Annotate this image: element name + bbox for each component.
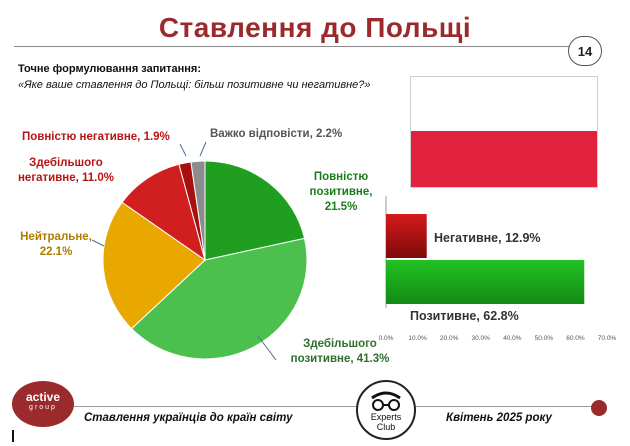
bar-x-tick-label: 50.0% [535,335,554,342]
bar-x-tick-label: 30.0% [471,335,490,342]
bar [386,260,585,304]
logo-top-text: active [25,390,61,404]
footer-subject: Ставлення українців до країн світу [84,412,293,424]
experts-club-text-1: Experts [370,412,402,422]
question-label: Точне формулювання запитання: [18,63,202,75]
logo-bottom-text: group [29,404,57,411]
pie-leader-line [91,239,105,247]
footer-divider [14,406,604,407]
pie-leader-line [257,335,277,361]
bar-data-label: Позитивне, 62.8% [410,309,519,323]
flag-red-stripe [411,131,597,187]
bar-x-tick-label: 10.0% [408,335,427,342]
active-group-logo: active group [12,381,74,427]
edge-marker [12,430,14,442]
bar [386,214,427,258]
bar-chart: Негативне, 12.9% Позитивне, 62.8% 0.0% 10.0… [379,196,617,342]
pie-slice [121,163,206,262]
experts-club-logo: Experts Club [356,380,416,440]
page-number-badge: 14 [568,36,602,66]
pie-slice [204,160,306,261]
poland-flag [410,76,598,188]
bar-x-tick-label: 20.0% [440,335,459,342]
pie-slice-label: Здебільшого негативне, 11.0% [18,157,114,184]
question-text: «Яке ваше ставлення до Польщі: більш поз… [18,79,371,91]
flag-white-stripe [411,77,597,131]
pie-slice-label: Повністю негативне, 1.9% [22,131,170,143]
pie-slice-label: Повністю позитивне, 21.5% [310,171,373,213]
accent-dot [591,400,607,416]
pie-slice [102,201,206,330]
bar-x-tick-label: 40.0% [503,335,522,342]
pie-slice-label: Здебільшого позитивне, 41.3% [291,338,390,365]
bar-x-tick-label: 60.0% [566,335,585,342]
pie-chart [102,160,308,360]
pie-leader-line [199,141,207,157]
pie-slice [130,237,308,360]
pie-leader-line [179,143,187,157]
footer-date: Квітень 2025 року [446,412,552,424]
pie-slice-label: Важко відповісти, 2.2% [210,128,342,140]
pie-labels: Повністю позитивне, 21.5% Здебільшого позити… [18,128,389,365]
experts-club-text-2: Club [376,422,396,432]
bar-data-label: Негативне, 12.9% [434,231,541,245]
glasses-icon [371,391,401,411]
bar-x-tick-label: 0.0% [379,335,394,342]
title-divider [14,46,572,47]
page-title: Ставлення до Польщі [158,12,472,43]
bar-x-tick-label: 70.0% [598,335,617,342]
pie-slice-label: Нейтральне, 22.1% [20,231,92,258]
pie-slice [190,160,206,261]
